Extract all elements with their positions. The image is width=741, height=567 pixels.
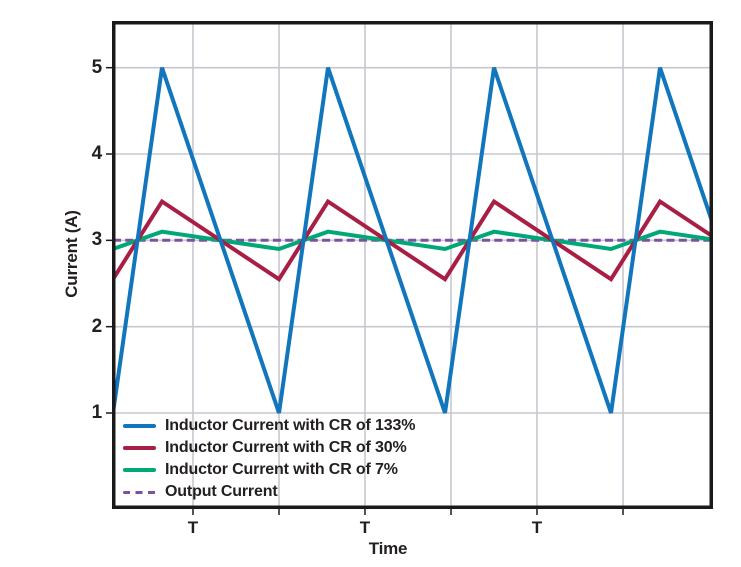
legend-item-cr-133: Inductor Current with CR of 133% bbox=[123, 415, 415, 437]
y-axis-title: Current (A) bbox=[62, 210, 81, 298]
x-tick-label-T1: T bbox=[187, 518, 199, 537]
y-tick-label-3: 3 bbox=[91, 229, 103, 250]
x-tick-label-T2: T bbox=[359, 518, 371, 537]
legend-line-swatch-cr-133 bbox=[123, 424, 156, 428]
legend-label-cr-30: Inductor Current with CR of 30% bbox=[165, 439, 407, 456]
legend-dashed-line-swatch-output bbox=[123, 490, 156, 494]
legend-item-cr-7: Inductor Current with CR of 7% bbox=[123, 459, 415, 481]
legend-label-cr-7: Inductor Current with CR of 7% bbox=[165, 461, 398, 478]
y-tick-label-5: 5 bbox=[91, 57, 103, 78]
chart-legend: Inductor Current with CR of 133% Inducto… bbox=[123, 415, 415, 503]
legend-item-output-current: Output Current bbox=[123, 481, 415, 503]
y-tick-label-4: 4 bbox=[91, 143, 103, 164]
y-tick-label-2: 2 bbox=[91, 316, 103, 337]
x-tick-label-T3: T bbox=[531, 518, 543, 537]
legend-item-cr-30: Inductor Current with CR of 30% bbox=[123, 437, 415, 459]
y-tick-label-1: 1 bbox=[91, 402, 103, 423]
legend-line-swatch-cr-30 bbox=[123, 446, 156, 450]
x-axis-title: Time bbox=[368, 539, 408, 558]
legend-line-swatch-cr-7 bbox=[123, 468, 156, 472]
legend-label-cr-133: Inductor Current with CR of 133% bbox=[165, 417, 416, 434]
legend-label-output-current: Output Current bbox=[165, 483, 278, 500]
